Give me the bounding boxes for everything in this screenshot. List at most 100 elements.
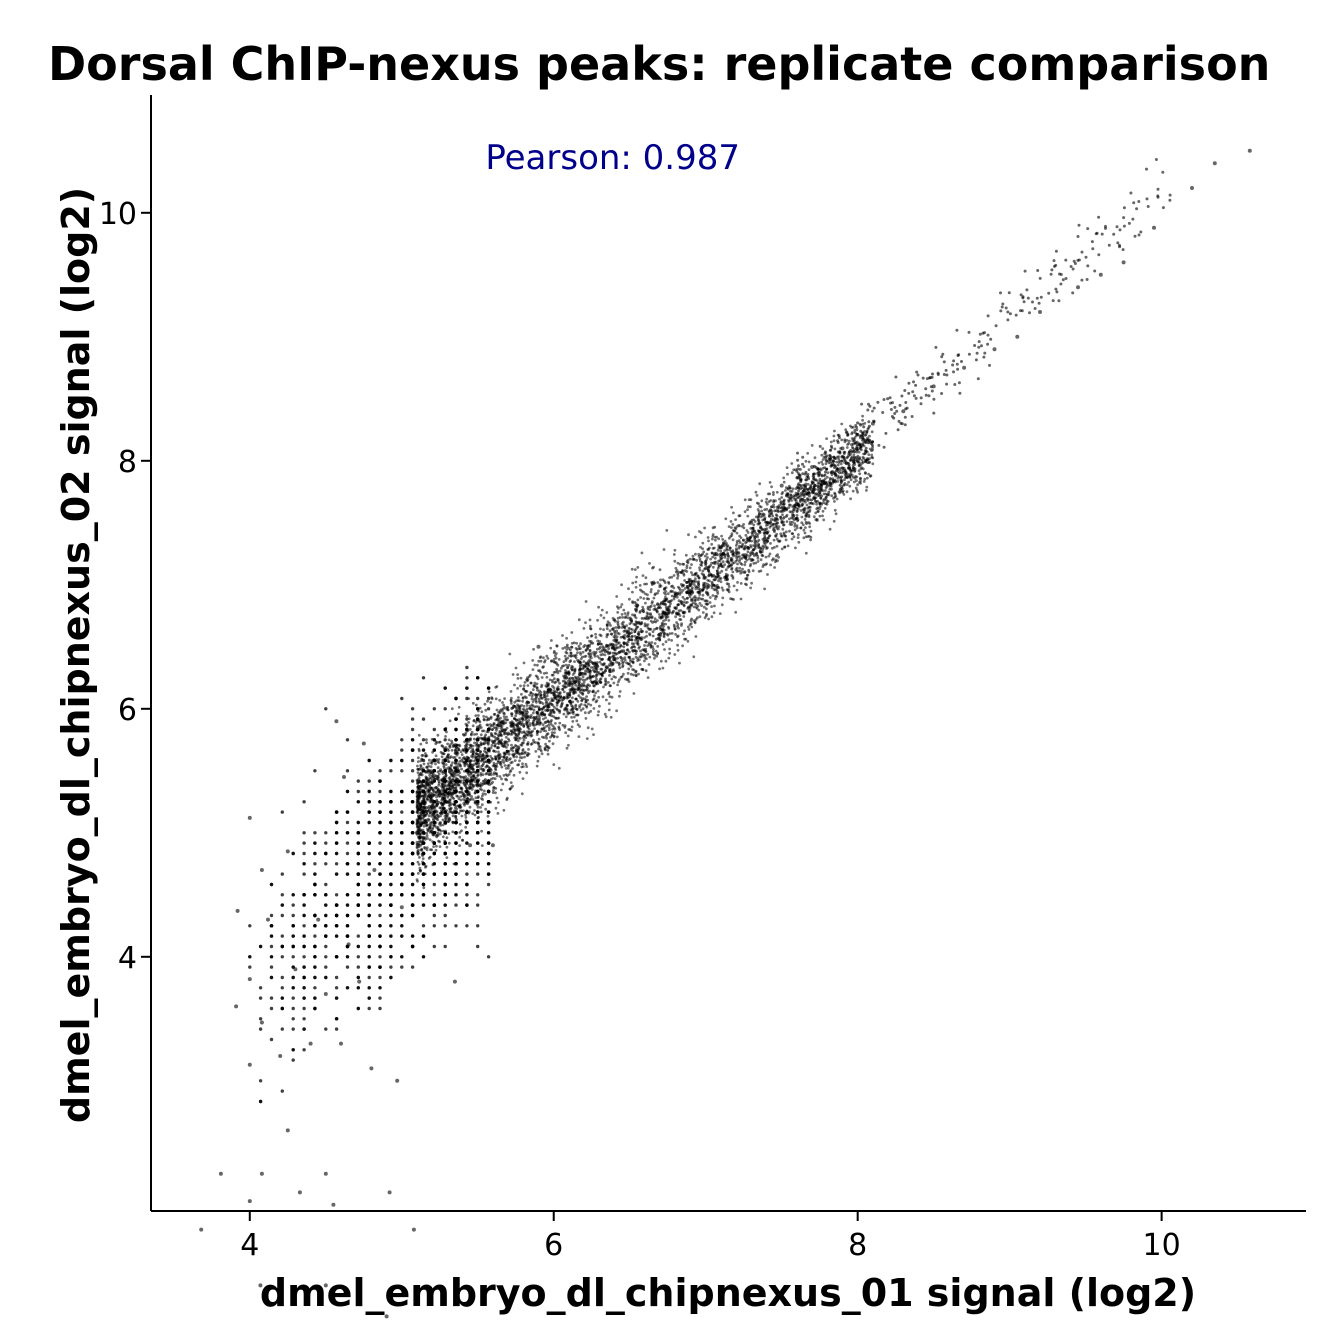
data-point	[772, 526, 776, 530]
data-point	[445, 767, 448, 771]
data-point	[546, 657, 550, 660]
data-point	[291, 1027, 295, 1031]
data-point	[579, 652, 583, 656]
data-point	[410, 758, 415, 763]
data-point	[772, 503, 775, 507]
data-point	[569, 659, 573, 663]
data-point	[800, 515, 804, 519]
data-point	[737, 569, 740, 573]
data-point	[291, 986, 295, 990]
data-point	[836, 463, 840, 467]
data-point	[690, 625, 694, 629]
data-point	[416, 811, 420, 815]
data-point	[345, 789, 350, 794]
data-point	[464, 790, 467, 793]
data-point	[496, 746, 500, 749]
data-point	[547, 723, 551, 727]
data-point	[683, 569, 687, 572]
data-point	[313, 965, 317, 969]
data-point	[476, 696, 480, 701]
data-point	[563, 646, 567, 649]
data-point	[732, 584, 736, 588]
data-point	[454, 788, 458, 792]
data-point	[482, 715, 486, 718]
data-point	[505, 796, 509, 800]
data-point	[786, 487, 790, 491]
data-point	[857, 464, 861, 468]
data-point	[590, 727, 594, 731]
data-point	[522, 704, 526, 708]
data-point	[694, 577, 697, 581]
data-point	[642, 610, 645, 614]
data-point	[503, 717, 507, 721]
data-point	[489, 754, 492, 758]
data-point	[743, 563, 747, 567]
data-point	[465, 862, 469, 866]
data-point	[714, 577, 718, 581]
data-point	[781, 527, 785, 531]
data-point	[502, 715, 506, 718]
data-point	[334, 924, 339, 928]
data-point	[510, 729, 513, 733]
data-point	[476, 851, 480, 856]
data-point	[480, 788, 483, 792]
data-point	[302, 913, 306, 918]
data-point	[667, 625, 670, 629]
data-point	[854, 486, 858, 490]
data-point	[713, 604, 716, 608]
data-point	[860, 448, 863, 452]
data-point	[302, 975, 306, 980]
data-point	[809, 529, 813, 533]
data-point	[474, 714, 478, 717]
data-point	[389, 820, 393, 825]
data-point	[291, 893, 295, 897]
data-point	[705, 558, 708, 561]
data-point	[608, 663, 612, 666]
data-point	[291, 996, 295, 1000]
data-point	[424, 864, 428, 868]
data-point	[731, 570, 735, 574]
data-point	[484, 792, 487, 796]
data-point	[768, 481, 772, 484]
data-point	[746, 514, 750, 518]
data-point	[838, 483, 842, 487]
data-point	[525, 700, 529, 704]
data-point	[812, 515, 816, 519]
data-point	[730, 557, 734, 561]
data-point	[432, 872, 436, 876]
data-point	[802, 508, 806, 511]
data-point	[791, 505, 795, 509]
data-point	[410, 820, 415, 825]
data-point	[566, 734, 570, 738]
data-point	[713, 556, 717, 560]
data-point	[269, 975, 274, 980]
data-point	[564, 663, 568, 667]
data-point	[421, 738, 426, 742]
data-point	[577, 618, 581, 622]
data-point	[291, 1048, 295, 1052]
data-point	[437, 783, 441, 787]
data-point	[476, 903, 480, 907]
data-point	[302, 944, 306, 949]
data-point	[258, 1027, 263, 1031]
data-point	[356, 893, 360, 897]
data-point	[563, 726, 567, 729]
data-point	[345, 851, 350, 856]
data-point	[553, 731, 556, 734]
data-point	[334, 996, 339, 1000]
data-point	[672, 553, 676, 556]
data-point	[697, 608, 701, 612]
data-point	[313, 934, 317, 938]
data-point	[426, 795, 430, 799]
data-point	[523, 731, 527, 735]
data-point	[757, 519, 761, 522]
data-point	[861, 418, 864, 422]
data-point	[400, 934, 404, 938]
data-point	[367, 913, 371, 918]
data-point	[313, 862, 317, 866]
data-point	[824, 496, 828, 499]
data-point	[486, 696, 491, 701]
data-point	[589, 634, 593, 638]
data-point	[688, 595, 692, 599]
data-point	[781, 491, 785, 494]
